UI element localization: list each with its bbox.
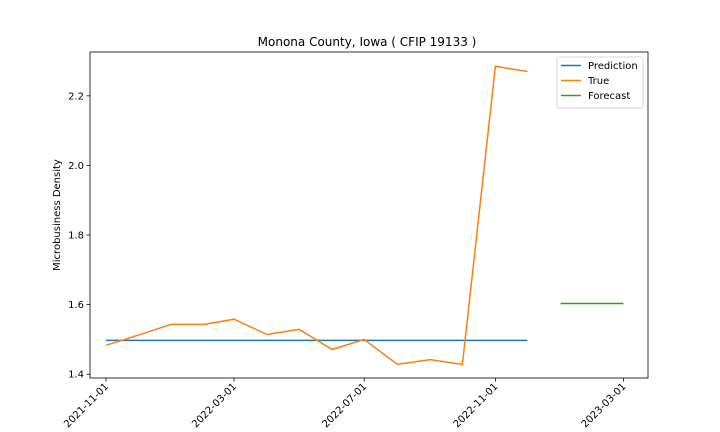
y-tick-label: 1.4 bbox=[68, 370, 84, 381]
y-axis-label: Microbusiness Density bbox=[52, 159, 63, 271]
plot-frame bbox=[89, 51, 649, 379]
legend-label-prediction: Prediction bbox=[588, 61, 638, 72]
y-tick-label: 2.0 bbox=[68, 161, 84, 172]
plot-area: 1.4 1.6 1.8 2.0 2.2 2021-11-01 2022-03-01 2022-… bbox=[62, 51, 649, 430]
x-tick-label: 2022-03-01 bbox=[190, 381, 239, 430]
x-tick-label: 2022-07-01 bbox=[320, 381, 369, 430]
legend: Prediction True Forecast bbox=[556, 56, 644, 109]
y-tick-label: 1.6 bbox=[68, 300, 84, 311]
legend-label-true: True bbox=[587, 76, 609, 87]
x-tick-label: 2023-03-01 bbox=[580, 381, 629, 430]
x-tick-label: 2022-11-01 bbox=[452, 381, 501, 430]
chart-title: Monona County, Iowa ( CFIP 19133 ) bbox=[258, 35, 477, 49]
x-tick-label: 2021-11-01 bbox=[62, 381, 111, 430]
series-line-true bbox=[105, 65, 528, 366]
legend-label-forecast: Forecast bbox=[588, 91, 630, 102]
y-tick-label: 1.8 bbox=[68, 231, 84, 242]
y-tick-label: 2.2 bbox=[68, 91, 84, 102]
